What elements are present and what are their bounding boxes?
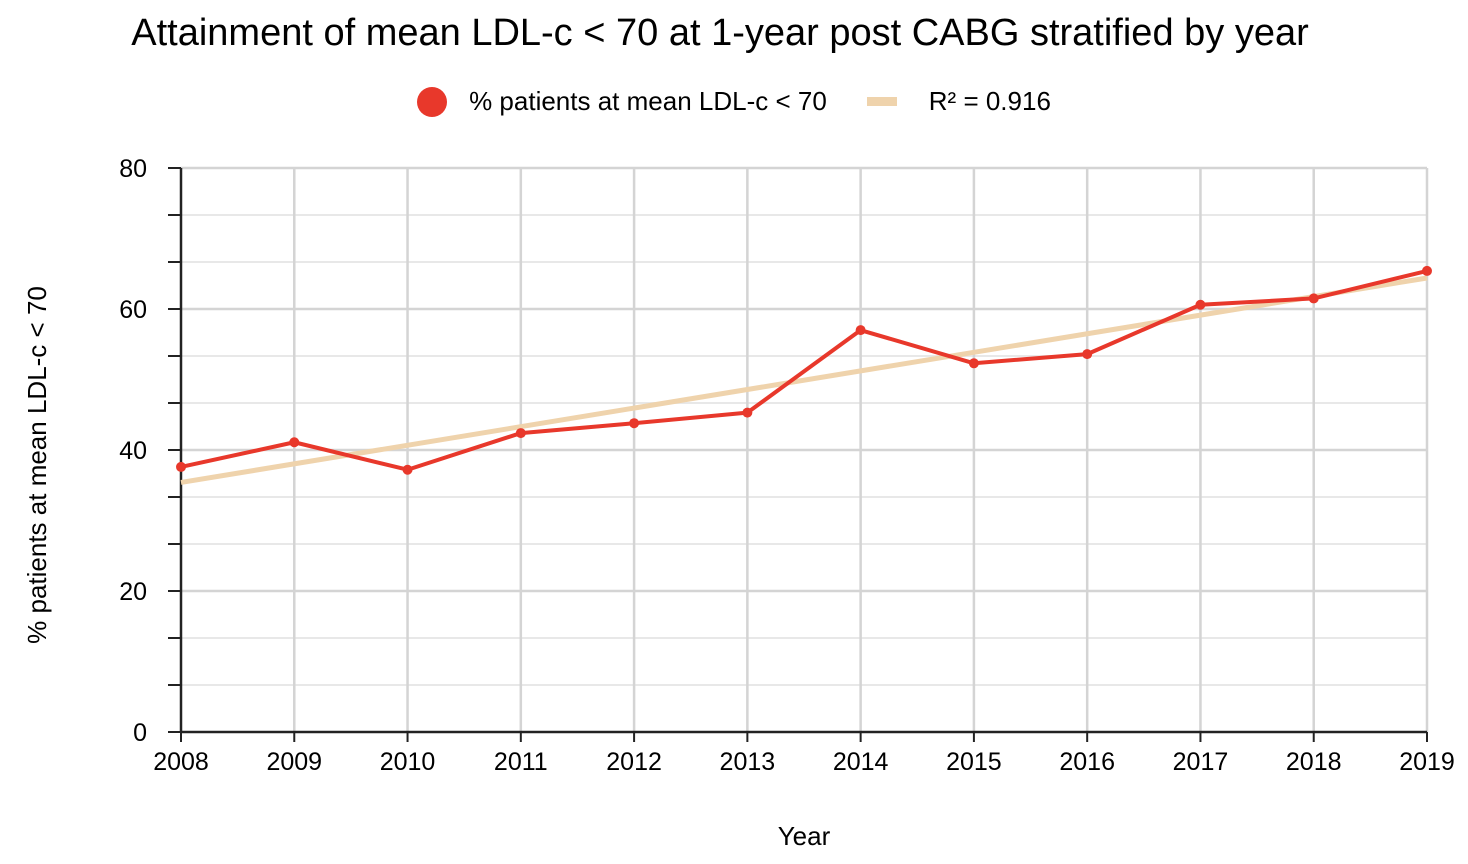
data-point[interactable] (629, 418, 640, 429)
data-point[interactable] (1082, 349, 1093, 360)
x-tick-label: 2013 (720, 748, 776, 776)
legend-trendline-label: R² = 0.916 (928, 86, 1051, 116)
legend: % patients at mean LDL-c < 70 R² = 0.916 (0, 86, 1468, 117)
data-point[interactable] (1308, 293, 1319, 304)
legend-item-trendline[interactable]: R² = 0.916 (866, 86, 1051, 117)
data-point[interactable] (402, 464, 413, 475)
axes (168, 167, 1428, 742)
series-layer (176, 265, 1432, 475)
y-tick-label: 80 (119, 155, 147, 183)
legend-series-label: % patients at mean LDL-c < 70 (469, 86, 827, 116)
x-tick-label: 2016 (1059, 748, 1115, 776)
trendline-layer (180, 275, 1428, 485)
data-point[interactable] (1422, 265, 1432, 276)
series-line (179, 268, 1429, 472)
legend-series-marker (417, 86, 448, 117)
x-tick-label: 2017 (1173, 748, 1229, 776)
x-tick-label: 2019 (1399, 748, 1455, 776)
y-tick-label: 60 (119, 296, 147, 324)
x-tick-label: 2011 (494, 748, 548, 776)
data-point[interactable] (515, 428, 526, 439)
x-tick-label: 2014 (833, 748, 889, 776)
data-point[interactable] (968, 358, 979, 369)
data-point[interactable] (742, 407, 753, 418)
chart-title: Attainment of mean LDL-c < 70 at 1-year … (131, 12, 1309, 54)
x-tick-label: 2015 (946, 748, 1002, 776)
y-tick-label: 20 (119, 578, 147, 606)
y-tick-label: 40 (119, 437, 147, 465)
data-point[interactable] (176, 461, 186, 472)
tick-labels: 0 20 40 60 80 2008 2009 2010 2011 2012 2013 2014 201… (119, 155, 1455, 776)
x-tick-label: 2010 (380, 748, 436, 776)
data-point[interactable] (855, 325, 866, 336)
y-axis-title: % patients at mean LDL-c < 70 (22, 286, 52, 644)
x-tick-label: 2012 (606, 748, 662, 776)
legend-item-series[interactable]: % patients at mean LDL-c < 70 (417, 86, 827, 117)
x-tick-label: 2018 (1286, 748, 1342, 776)
y-tick-label: 0 (133, 719, 147, 747)
legend-trendline-marker (866, 97, 897, 106)
x-axis-title: Year (778, 821, 831, 851)
x-tick-label: 2009 (266, 748, 322, 776)
data-point[interactable] (289, 437, 300, 448)
data-point[interactable] (1195, 299, 1206, 310)
x-tick-label: 2008 (153, 748, 209, 776)
trendline (180, 275, 1428, 485)
